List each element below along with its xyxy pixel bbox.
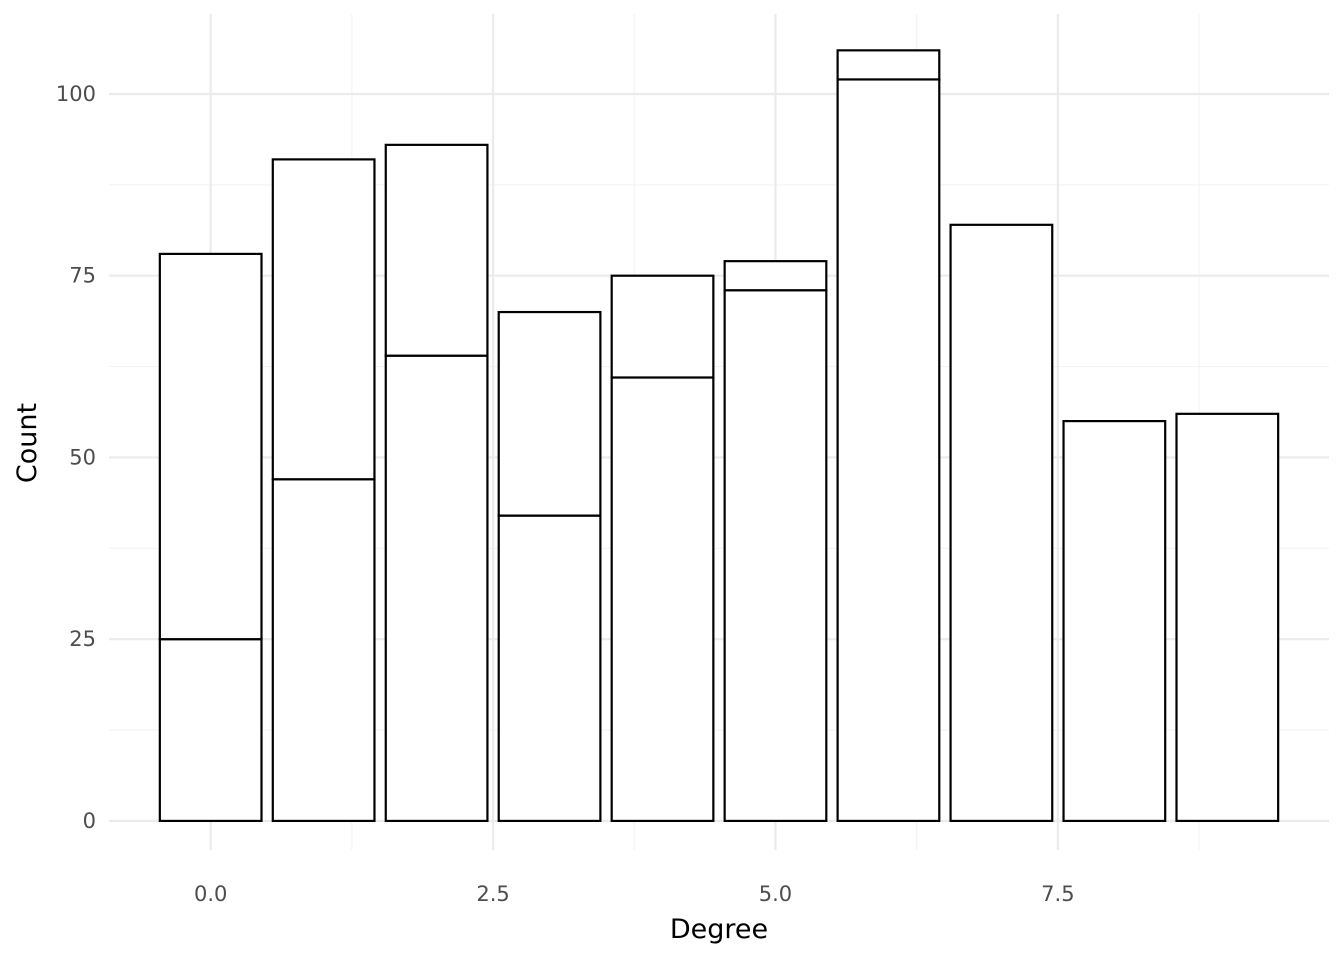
x-tick-label: 0.0 (194, 882, 227, 906)
y-tick-labels: 0 25 50 75 100 (56, 82, 96, 833)
bar-segment (384, 143, 489, 357)
y-tick-label: 100 (56, 82, 96, 106)
bar-segment (497, 514, 602, 823)
y-tick-label: 0 (83, 809, 96, 833)
x-tick-label: 2.5 (476, 882, 509, 906)
bar-segment (610, 376, 715, 823)
x-tick-labels: 0.0 2.5 5.0 7.5 (194, 882, 1075, 906)
y-tick-label: 50 (69, 445, 96, 469)
bar-segment (384, 354, 489, 823)
bar-segment (271, 478, 376, 823)
y-tick-label: 25 (69, 627, 96, 651)
y-tick-label: 75 (69, 264, 96, 288)
bar-segment (271, 158, 376, 481)
bar-segment (836, 49, 941, 81)
bar-segment (1175, 412, 1280, 823)
bar-segment (723, 260, 828, 292)
x-axis-title: Degree (670, 914, 768, 945)
bar-segment (497, 310, 602, 517)
bar-segment (610, 274, 715, 379)
bar-segment (836, 78, 941, 823)
x-tick-label: 5.0 (759, 882, 792, 906)
bar-segment (1062, 419, 1167, 823)
bar-segment (949, 223, 1054, 823)
bars (158, 49, 1280, 823)
bar-segment (158, 252, 263, 641)
y-axis-title: Count (12, 403, 43, 483)
bar-segment (723, 289, 828, 823)
x-tick-label: 7.5 (1041, 882, 1074, 906)
bar-segment (158, 638, 263, 823)
